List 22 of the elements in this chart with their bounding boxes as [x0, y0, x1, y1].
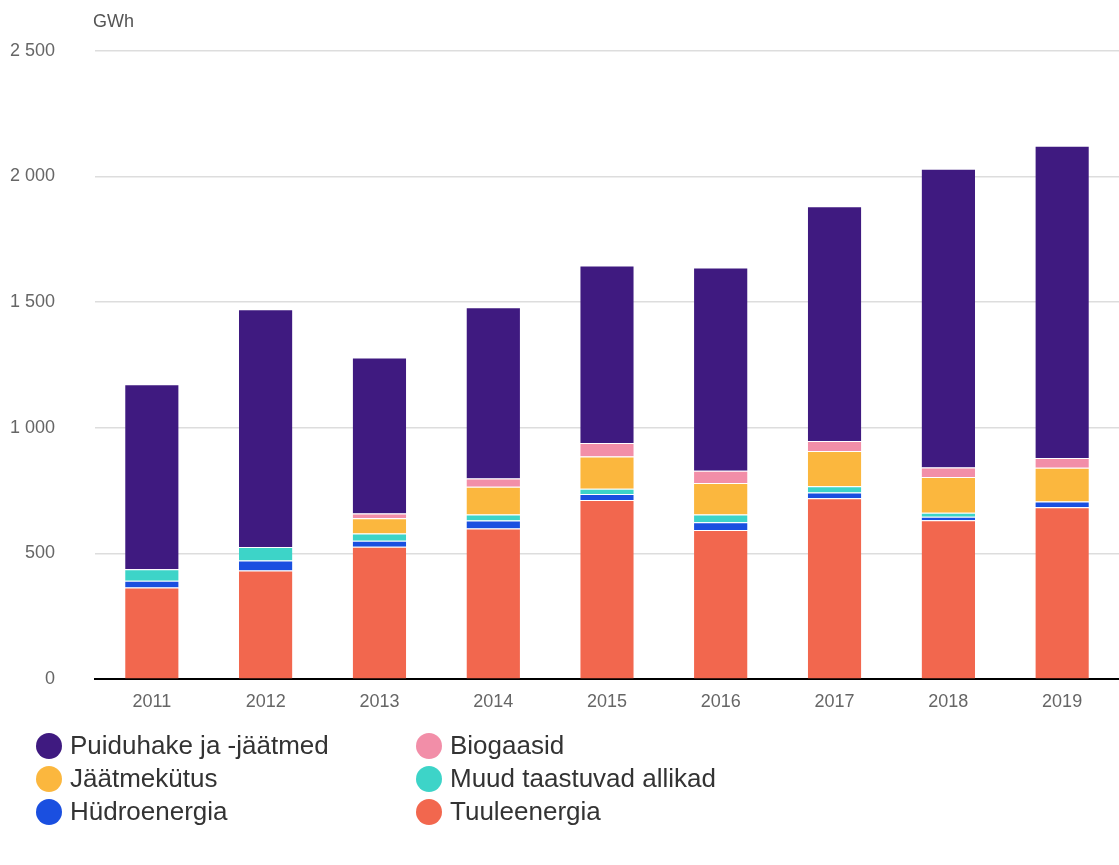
y-tick-label: 0: [44, 668, 55, 689]
x-tick-label: 2018: [928, 690, 969, 711]
legend-label: Biogaasid: [450, 730, 565, 761]
x-tick-label: 2019: [1042, 690, 1083, 711]
legend-label: Muud taastuvad allikad: [450, 763, 716, 794]
x-tick-label: 2013: [359, 690, 400, 711]
legend-label: Puiduhake ja -jäätmed: [70, 730, 329, 761]
x-tick-label: 2015: [586, 690, 628, 711]
x-tick-label: 2017: [814, 690, 855, 711]
x-tick-label: 2014: [473, 690, 514, 711]
y-tick-label: 1 000: [9, 416, 55, 437]
x-tick-label: 2016: [700, 690, 741, 711]
legend-label: Tuuleenergia: [450, 796, 601, 827]
y-tick-label: 1 500: [9, 291, 55, 312]
y-axis-title: GWh: [93, 10, 135, 31]
y-tick-label: 2 000: [9, 165, 55, 186]
legend-label: Jäätmekütus: [70, 763, 218, 794]
y-tick-label: 500: [24, 542, 55, 563]
y-tick-label: 2 500: [9, 39, 55, 60]
legend-label: Hüdroenergia: [70, 796, 228, 827]
x-tick-label: 2012: [245, 690, 286, 711]
x-tick-label: 2011: [132, 690, 172, 711]
